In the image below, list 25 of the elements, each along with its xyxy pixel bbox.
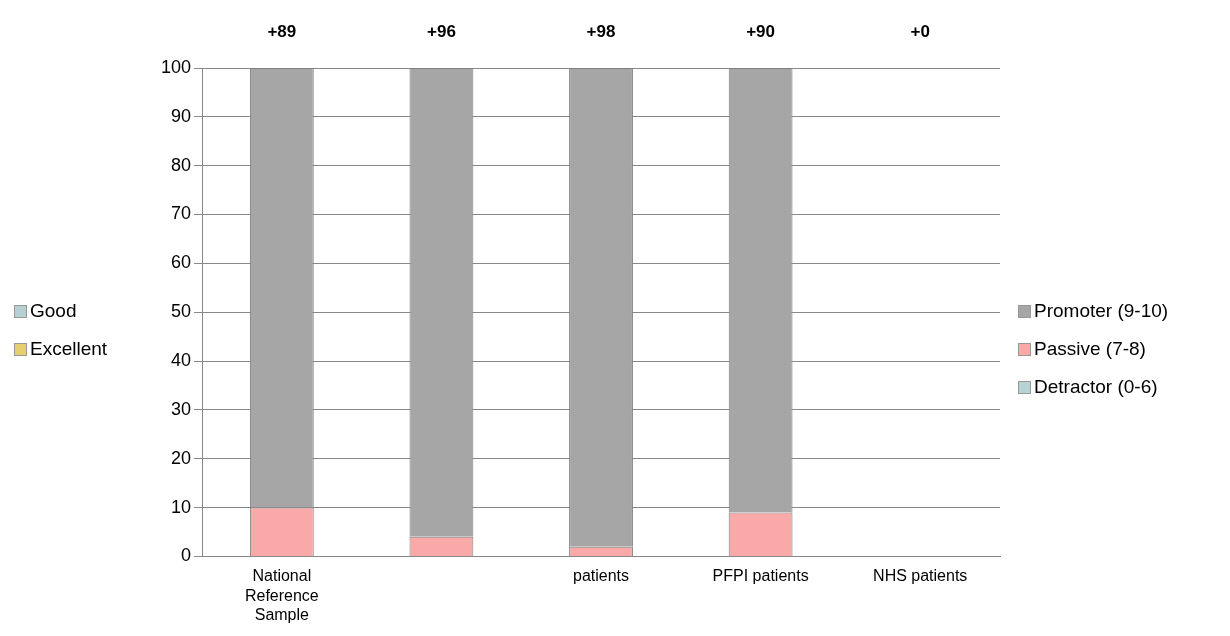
- y-tick-label: 50: [171, 301, 192, 322]
- y-tick-label: 20: [171, 447, 192, 468]
- text: +90: [746, 21, 776, 41]
- legend-label: Detractor (0-6): [1034, 376, 1158, 398]
- legend-label: Good: [30, 300, 77, 322]
- legend-label: Promoter (9-10): [1034, 300, 1169, 322]
- x-tick-label: NHS patients: [873, 567, 968, 585]
- x-tick-label: patients: [572, 567, 630, 585]
- text: +89: [267, 21, 297, 41]
- text: +98: [586, 21, 616, 41]
- text: +96: [427, 21, 456, 41]
- y-tick-label: 30: [171, 398, 192, 419]
- y-tick-label: 10: [171, 496, 192, 517]
- y-tick-label: 80: [171, 154, 192, 175]
- y-tick-label: 0: [181, 545, 192, 566]
- y-tick-label: 70: [171, 203, 192, 224]
- x-tick-label: National Reference Sample: [244, 567, 319, 623]
- y-tick-label: 60: [171, 252, 192, 273]
- text: +0: [910, 21, 930, 41]
- y-tick-label: 100: [160, 56, 192, 77]
- legend-label: Excellent: [30, 338, 108, 360]
- x-tick-label: PFPI patients: [712, 567, 809, 585]
- y-tick-label: 90: [171, 105, 192, 126]
- y-tick-label: 40: [171, 350, 192, 371]
- legend-label: Passive (7-8): [1034, 338, 1146, 360]
